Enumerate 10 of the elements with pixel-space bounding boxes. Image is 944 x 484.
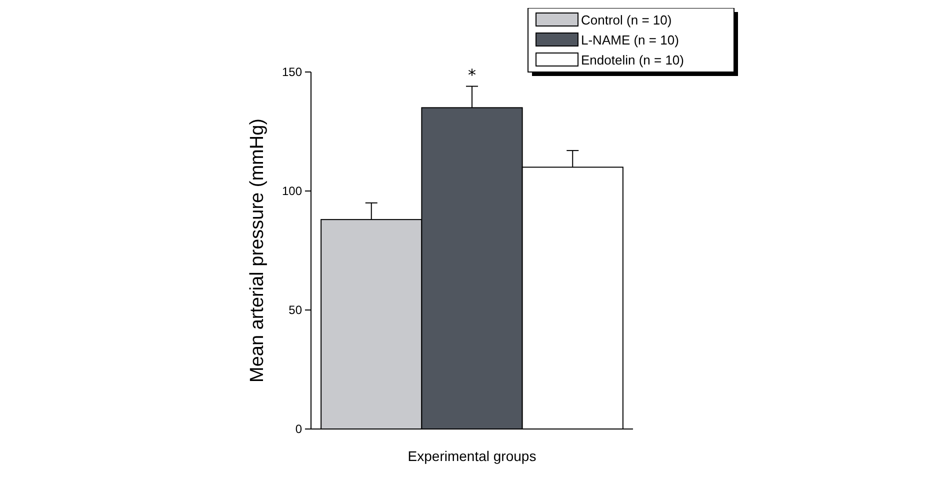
annotation: *: [468, 65, 476, 84]
legend-label: L-NAME (n = 10): [581, 32, 679, 48]
y-tick-label: 150: [282, 65, 302, 80]
legend-label: Endotelin (n = 10): [581, 52, 684, 68]
legend-label: Control (n = 10): [581, 12, 672, 28]
y-tick-label: 50: [288, 303, 302, 318]
y-tick-label: 100: [282, 184, 302, 198]
y-tick-label: 0: [295, 422, 302, 436]
x-axis-title: Experimental groups: [408, 448, 536, 464]
y-axis-title: Mean arterial pressure (mmHg): [247, 118, 268, 382]
